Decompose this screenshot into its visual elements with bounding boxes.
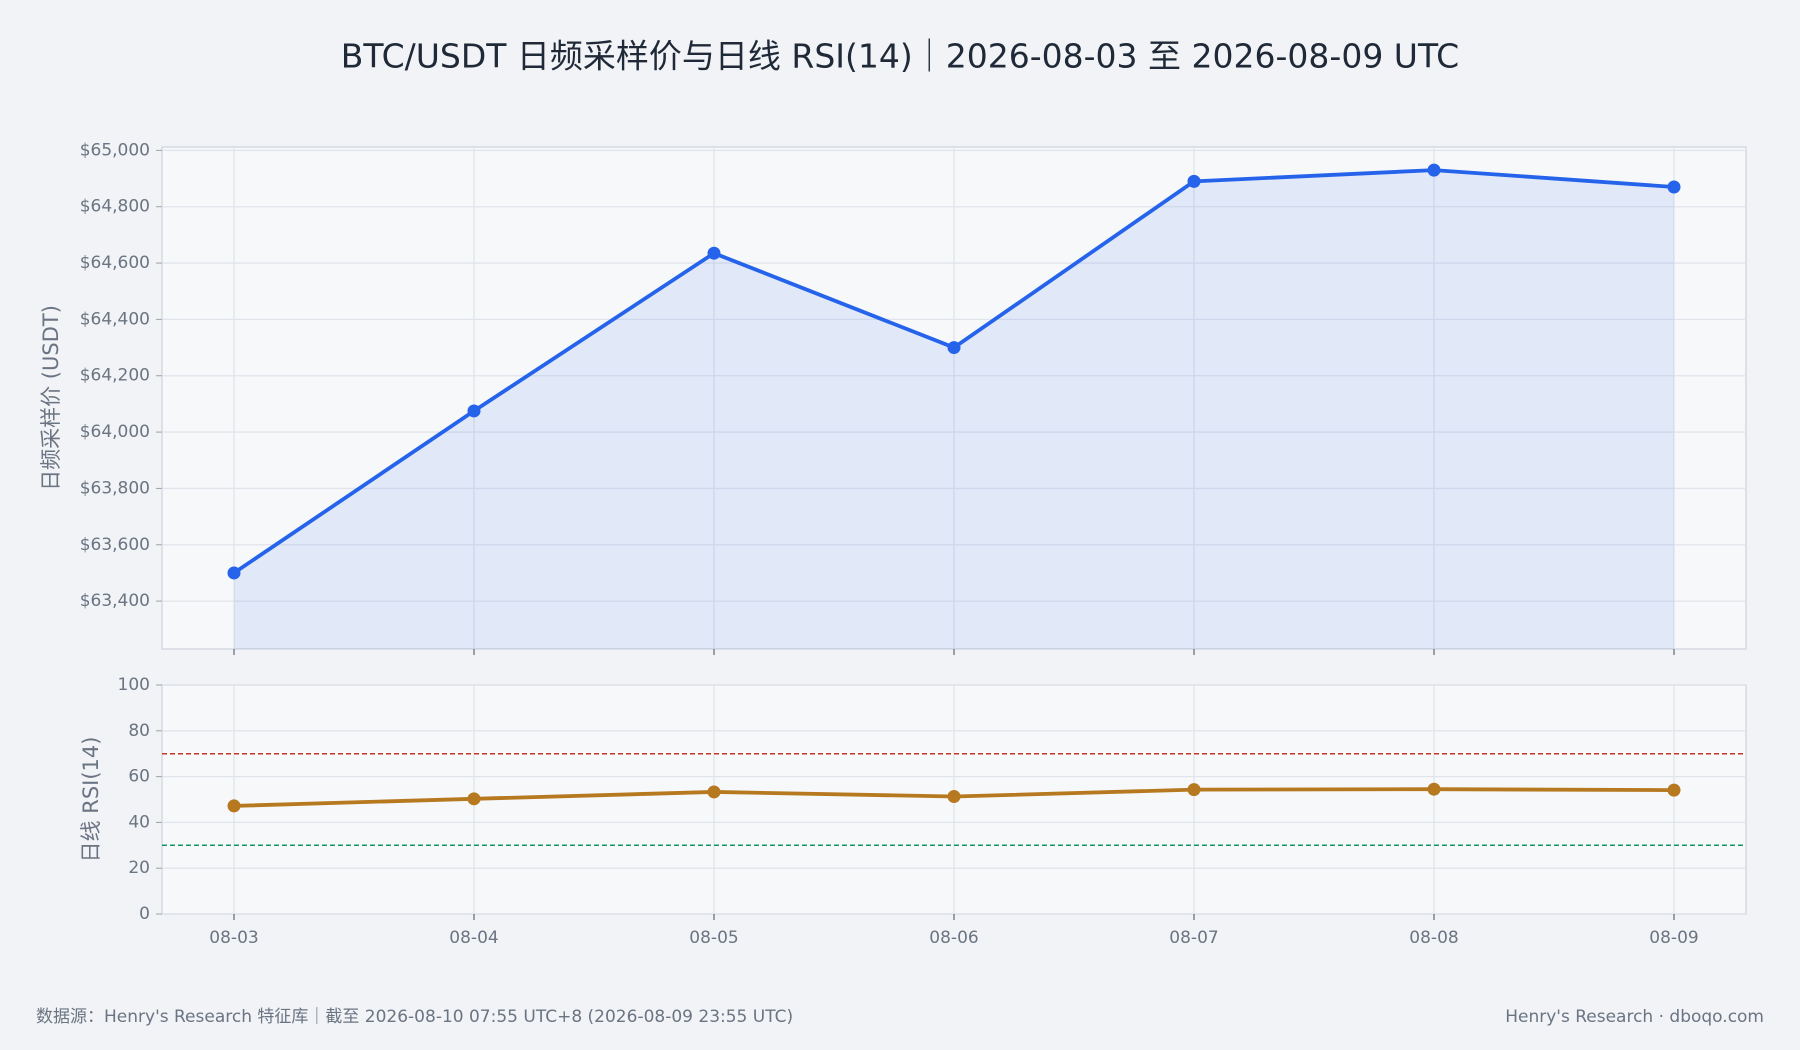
- y-axis-label: 日线 RSI(14): [79, 737, 103, 863]
- y-tick-label: $63,600: [80, 535, 150, 555]
- y-tick-label: $65,000: [80, 140, 150, 160]
- y-tick-label: $64,400: [80, 309, 150, 329]
- point: [1667, 180, 1681, 194]
- point: [1427, 782, 1441, 796]
- point: [1667, 783, 1681, 797]
- point: [467, 792, 481, 806]
- y-tick-label: $64,600: [80, 253, 150, 273]
- point: [947, 790, 961, 804]
- area-fill: [234, 170, 1674, 649]
- point: [467, 404, 481, 418]
- point: [947, 341, 961, 355]
- x-tick-label: 08-03: [209, 928, 258, 948]
- point: [707, 246, 721, 260]
- footer-brand: Henry's Research · dboqo.com: [1505, 1007, 1764, 1027]
- point: [227, 566, 241, 580]
- point: [707, 785, 721, 799]
- y-tick-label: $64,800: [80, 197, 150, 217]
- y-tick-label: 0: [139, 904, 150, 924]
- y-tick-label: 20: [128, 858, 150, 878]
- footer-source: 数据源：Henry's Research 特征库｜截至 2026-08-10 0…: [36, 1007, 793, 1027]
- y-axis-label: 日频采样价 (USDT): [39, 305, 63, 491]
- y-tick-label: $63,400: [80, 591, 150, 611]
- x-tick-label: 08-09: [1649, 928, 1698, 948]
- y-tick-label: 40: [128, 812, 150, 832]
- y-tick-label: 80: [128, 721, 150, 741]
- y-tick-label: 60: [128, 767, 150, 787]
- point: [1187, 174, 1201, 188]
- y-tick-label: $64,000: [80, 422, 150, 442]
- y-tick-label: $64,200: [80, 366, 150, 386]
- x-tick-label: 08-08: [1409, 928, 1458, 948]
- point: [1187, 783, 1201, 797]
- chart-title: BTC/USDT 日频采样价与日线 RSI(14)｜2026-08-03 至 2…: [341, 37, 1459, 76]
- point: [1427, 163, 1441, 177]
- x-tick-label: 08-07: [1169, 928, 1218, 948]
- x-tick-label: 08-04: [449, 928, 498, 948]
- point: [227, 799, 241, 813]
- x-tick-label: 08-05: [689, 928, 738, 948]
- y-tick-label: $63,800: [80, 478, 150, 498]
- x-tick-label: 08-06: [929, 928, 978, 948]
- y-tick-label: 100: [118, 675, 150, 695]
